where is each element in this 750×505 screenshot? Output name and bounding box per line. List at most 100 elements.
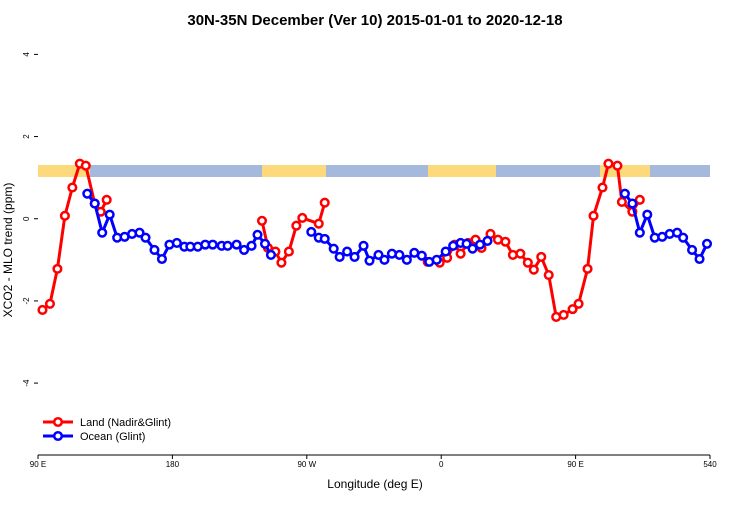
y-tick-label: 4 (22, 52, 31, 57)
data-point (634, 194, 645, 205)
land-band (262, 165, 326, 177)
y-tick-label: 0 (22, 216, 31, 221)
data-point (431, 254, 442, 265)
data-point (313, 218, 324, 229)
x-tick-label: 180 (166, 460, 180, 469)
data-point (149, 244, 160, 256)
data-point (259, 238, 271, 249)
x-axis-label: Longitude (deg E) (327, 477, 422, 491)
data-point (701, 238, 713, 249)
data-point (528, 264, 539, 275)
y-tick-label: -2 (22, 297, 31, 305)
data-point (265, 249, 277, 260)
data-point (256, 215, 268, 226)
legend-marker (52, 416, 64, 428)
ocean-band (38, 165, 710, 177)
data-point (291, 220, 302, 231)
data-point (567, 304, 578, 315)
data-point (231, 239, 242, 250)
y-tick-label: -4 (22, 379, 31, 387)
data-point (283, 246, 294, 257)
data-point (80, 160, 91, 171)
data-point (515, 248, 526, 259)
data-point (634, 227, 645, 238)
data-point (97, 227, 108, 238)
data-point (37, 304, 48, 316)
legend-label: Ocean (Glint) (80, 431, 145, 443)
data-point (627, 198, 638, 209)
data-point (207, 239, 218, 250)
data-point (334, 251, 345, 263)
data-point (306, 226, 317, 237)
x-tick-label: 540 (703, 460, 717, 469)
chart-title: 30N-35N December (Ver 10) 2015-01-01 to … (187, 12, 562, 29)
data-point (474, 239, 486, 250)
data-point (558, 309, 569, 320)
data-point (678, 232, 689, 243)
data-point (612, 160, 623, 171)
data-point (59, 210, 70, 221)
data-point (455, 248, 466, 259)
x-tick-label: 0 (439, 460, 444, 469)
data-point (522, 257, 533, 268)
data-point (379, 254, 390, 265)
data-point (500, 236, 511, 247)
data-point (222, 240, 233, 251)
data-point (134, 227, 145, 238)
x-tick-label: 90 W (297, 460, 316, 469)
data-point (328, 243, 339, 254)
data-point (401, 254, 412, 265)
data-point (297, 212, 308, 223)
data-point (319, 233, 330, 244)
land-band (600, 165, 650, 177)
data-point (373, 249, 384, 260)
data-point (82, 188, 93, 199)
data-point (252, 229, 263, 240)
series-line (41, 162, 642, 319)
legend-marker (52, 430, 64, 442)
data-point (89, 198, 100, 209)
data-point (416, 250, 427, 261)
legend-label: Land (Nadir&Glint) (80, 417, 171, 429)
data-point (101, 194, 112, 205)
data-point (582, 263, 593, 274)
data-point (140, 232, 151, 243)
data-point (342, 246, 353, 257)
data-point (603, 158, 614, 169)
data-point (588, 210, 599, 221)
data-point (349, 251, 360, 263)
data-point (642, 209, 653, 220)
data-point (461, 238, 472, 249)
x-tick-label: 90 E (567, 460, 583, 469)
data-point (319, 197, 330, 208)
data-point (171, 237, 182, 249)
data-point (364, 255, 375, 266)
data-point (394, 249, 405, 260)
y-axis-label: XCO2 - MLO trend (ppm) (1, 183, 15, 318)
land-band (428, 165, 496, 177)
data-point (44, 298, 55, 309)
data-point (616, 196, 627, 207)
data-point (687, 244, 698, 256)
data-point (440, 246, 451, 257)
data-point (482, 235, 493, 246)
data-point (52, 263, 63, 274)
land-ocean-band (38, 165, 710, 177)
data-point (597, 182, 608, 193)
data-point (619, 188, 630, 199)
data-point (246, 240, 257, 251)
data-point (573, 298, 584, 309)
data-point (156, 253, 167, 265)
data-point (67, 182, 78, 193)
y-tick-label: 2 (22, 134, 31, 139)
data-point (239, 244, 250, 256)
data-point (536, 251, 547, 263)
x-tick-label: 90 E (30, 460, 46, 469)
data-point (358, 240, 369, 251)
data-point (104, 209, 115, 220)
data-point (672, 227, 683, 238)
data-point (276, 257, 287, 268)
data-point (467, 243, 478, 254)
